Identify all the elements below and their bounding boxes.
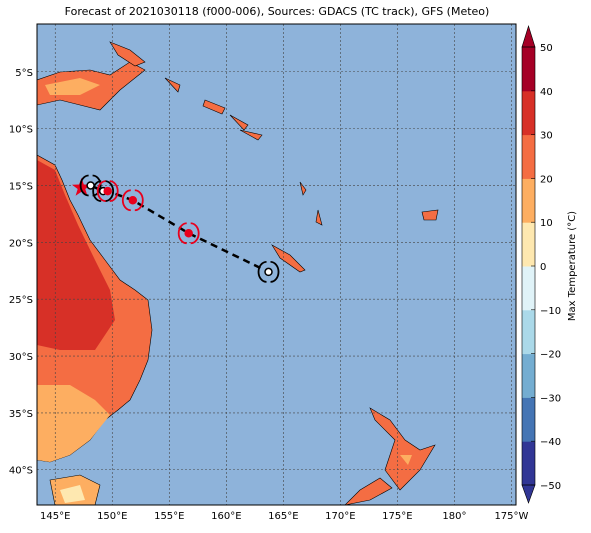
y-tick-label: 40°S xyxy=(9,466,33,477)
y-tick-label: 10°S xyxy=(9,125,33,136)
cyclone-eye xyxy=(128,196,138,205)
colorbar-tick-label: −20 xyxy=(540,350,561,361)
colorbar-tick-label: −40 xyxy=(540,437,561,448)
cyclone-arc xyxy=(96,180,119,203)
colorbar-extend xyxy=(521,24,536,48)
colorbar-band xyxy=(522,178,535,223)
y-tick-label: 5°S xyxy=(15,68,33,79)
y-tick-label: 15°S xyxy=(9,181,33,192)
cyclone-arc xyxy=(79,174,102,197)
colorbar-tick-label: 50 xyxy=(540,43,553,54)
x-tick-label: 145°E xyxy=(40,511,70,522)
colorbar-tick-label: −10 xyxy=(540,306,561,317)
x-tick-label: 160°E xyxy=(211,511,241,522)
colorbar-band xyxy=(522,397,535,442)
land xyxy=(37,41,439,505)
track-point xyxy=(79,174,102,197)
x-tick-label: 180° xyxy=(442,511,466,522)
colorbar-band xyxy=(522,266,535,311)
title: Forecast of 2021030118 (f000-006), Sourc… xyxy=(65,5,490,18)
cyclone-arc xyxy=(92,180,115,203)
x-tick-label: 155°E xyxy=(154,511,184,522)
colorbar-tick-label: 0 xyxy=(540,262,546,273)
x-tick-label: 150°E xyxy=(97,511,127,522)
track-point xyxy=(121,189,144,212)
colorbar-tick-label: −30 xyxy=(540,393,561,404)
map-frame xyxy=(36,23,517,506)
colorbar-band xyxy=(522,353,535,398)
cyclone-arc xyxy=(121,189,144,212)
colorbar-band xyxy=(522,134,535,179)
colorbar-tick-label: −50 xyxy=(540,481,561,492)
track-point xyxy=(257,260,280,283)
x-tick-label: 165°E xyxy=(268,511,298,522)
colorbar-extend xyxy=(521,484,536,504)
colorbar-band xyxy=(522,309,535,355)
y-tick-label: 25°S xyxy=(9,295,33,306)
colorbar-tick-label: 20 xyxy=(540,174,553,185)
cyclone-eye xyxy=(184,228,193,238)
colorbar-band xyxy=(522,222,535,267)
cyclone-arc xyxy=(177,222,200,245)
colorbar-label: Max Temperature (°C) xyxy=(567,211,578,321)
colorbar-tick-label: 40 xyxy=(540,87,553,98)
x-tick-label: 170°E xyxy=(325,511,355,522)
x-tick-label: 175°E xyxy=(382,511,412,522)
cyclone-eye xyxy=(103,186,112,196)
cyclone-arc xyxy=(257,260,280,283)
cyclone-eye xyxy=(264,267,273,277)
colorbar-band xyxy=(522,47,535,92)
colorbar-band xyxy=(522,441,535,486)
track-point xyxy=(177,222,200,245)
colorbar-tick-label: 10 xyxy=(540,218,553,229)
x-tick-label: 175°W xyxy=(494,511,528,522)
y-tick-label: 20°S xyxy=(9,238,33,249)
colorbar-tick-label: 30 xyxy=(540,131,553,142)
track-point xyxy=(96,180,119,203)
colorbar-band xyxy=(522,90,535,136)
y-tick-label: 30°S xyxy=(9,352,33,363)
y-tick-label: 35°S xyxy=(9,409,33,420)
